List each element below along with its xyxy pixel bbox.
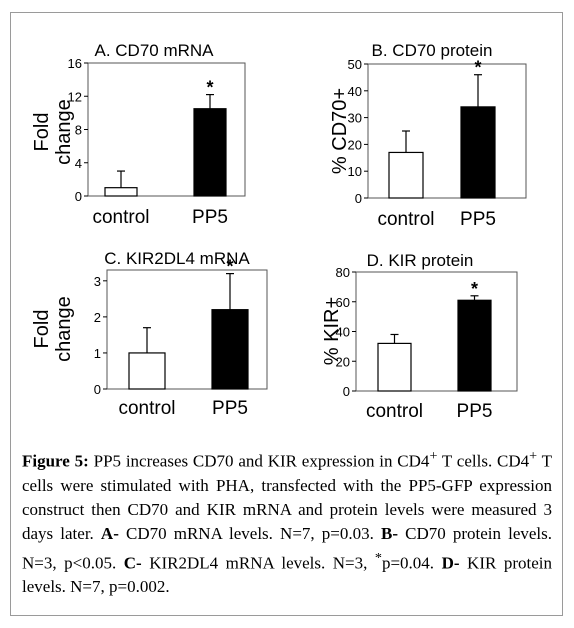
y-tick-label: 80 [336, 265, 350, 280]
x-category-label: control [366, 401, 423, 422]
x-category-label: PP5 [212, 398, 248, 419]
caption-panel-d-label: D- [441, 553, 460, 573]
chart-title: B. CD70 protein [372, 41, 493, 60]
y-axis-label: change [53, 296, 75, 362]
chart-title: C. KIR2DL4 mRNA [104, 249, 250, 268]
bar-control [388, 151, 424, 199]
caption-sup: * [374, 549, 382, 566]
caption-text: T cells. CD4 [437, 451, 530, 471]
y-axis-label: Fold [31, 310, 53, 349]
bar-PP5 [193, 108, 227, 197]
significance-marker: * [206, 78, 213, 98]
y-tick-label: 20 [336, 354, 350, 369]
bar-control [377, 342, 412, 392]
caption-text: KIR2DL4 mRNA levels. N=3, [141, 553, 375, 573]
y-tick-label: 2 [94, 310, 101, 325]
caption-text: KIR protein levels. N=7, p=0.002. [22, 553, 552, 597]
chart-title: A. CD70 mRNA [94, 41, 214, 60]
figure-frame [10, 12, 563, 616]
bar-control [128, 352, 166, 390]
y-tick-label: 10 [348, 164, 362, 179]
bar-PP5 [457, 299, 492, 392]
y-tick-label: 0 [343, 384, 350, 399]
plot-frame [106, 269, 268, 390]
y-tick-label: 16 [68, 56, 82, 71]
caption-text: p=0.04. [381, 553, 442, 573]
y-tick-label: 1 [94, 346, 101, 361]
significance-marker: * [471, 279, 478, 299]
y-tick-label: 8 [75, 123, 82, 138]
x-category-label: control [377, 209, 434, 230]
significance-marker: * [226, 257, 233, 277]
y-tick-label: 0 [94, 382, 101, 397]
bar-control [104, 187, 138, 197]
x-category-label: PP5 [457, 401, 493, 422]
x-category-label: PP5 [192, 207, 228, 228]
figure-caption: Figure 5: PP5 increases CD70 and KIR exp… [22, 444, 552, 599]
bar-PP5 [460, 106, 496, 199]
y-tick-label: 12 [68, 89, 82, 104]
caption-panel-c-label: C- [123, 553, 142, 573]
caption-sup: + [529, 448, 538, 464]
significance-marker: * [474, 58, 481, 78]
y-axis-label: % KIR+ [321, 297, 343, 365]
caption-label: Figure 5: [22, 451, 89, 471]
y-tick-label: 0 [355, 191, 362, 206]
caption-panel-a-label: A- [100, 523, 119, 543]
caption-panel-b-label: B- [380, 523, 398, 543]
caption-text: CD70 protein levels. N=3, p<0.05. [22, 523, 553, 573]
y-tick-label: 40 [348, 84, 362, 99]
y-tick-label: 0 [75, 189, 82, 204]
x-category-label: PP5 [460, 209, 496, 230]
plot-frame [367, 63, 527, 199]
x-category-label: control [118, 398, 175, 419]
y-tick-label: 3 [94, 274, 101, 289]
y-tick-label: 60 [336, 295, 350, 310]
chart-title: D. KIR protein [367, 251, 474, 270]
y-tick-label: 30 [348, 111, 362, 126]
y-axis-label: change [53, 99, 75, 165]
caption-text: PP5 increases CD70 and KIR expression in… [88, 451, 430, 471]
y-tick-label: 4 [75, 156, 82, 171]
y-tick-label: 20 [348, 137, 362, 152]
y-tick-label: 50 [348, 57, 362, 72]
y-axis-label: % CD70+ [329, 88, 351, 174]
y-tick-label: 40 [336, 325, 350, 340]
caption-text: T cells were stimulated with PHA, transf… [22, 451, 552, 543]
bar-PP5 [211, 309, 249, 390]
caption-sup: + [429, 448, 438, 464]
caption-text: CD70 mRNA levels. N=7, p=0.03. [118, 523, 381, 543]
x-category-label: control [92, 207, 149, 228]
y-axis-label: Fold [31, 113, 53, 152]
